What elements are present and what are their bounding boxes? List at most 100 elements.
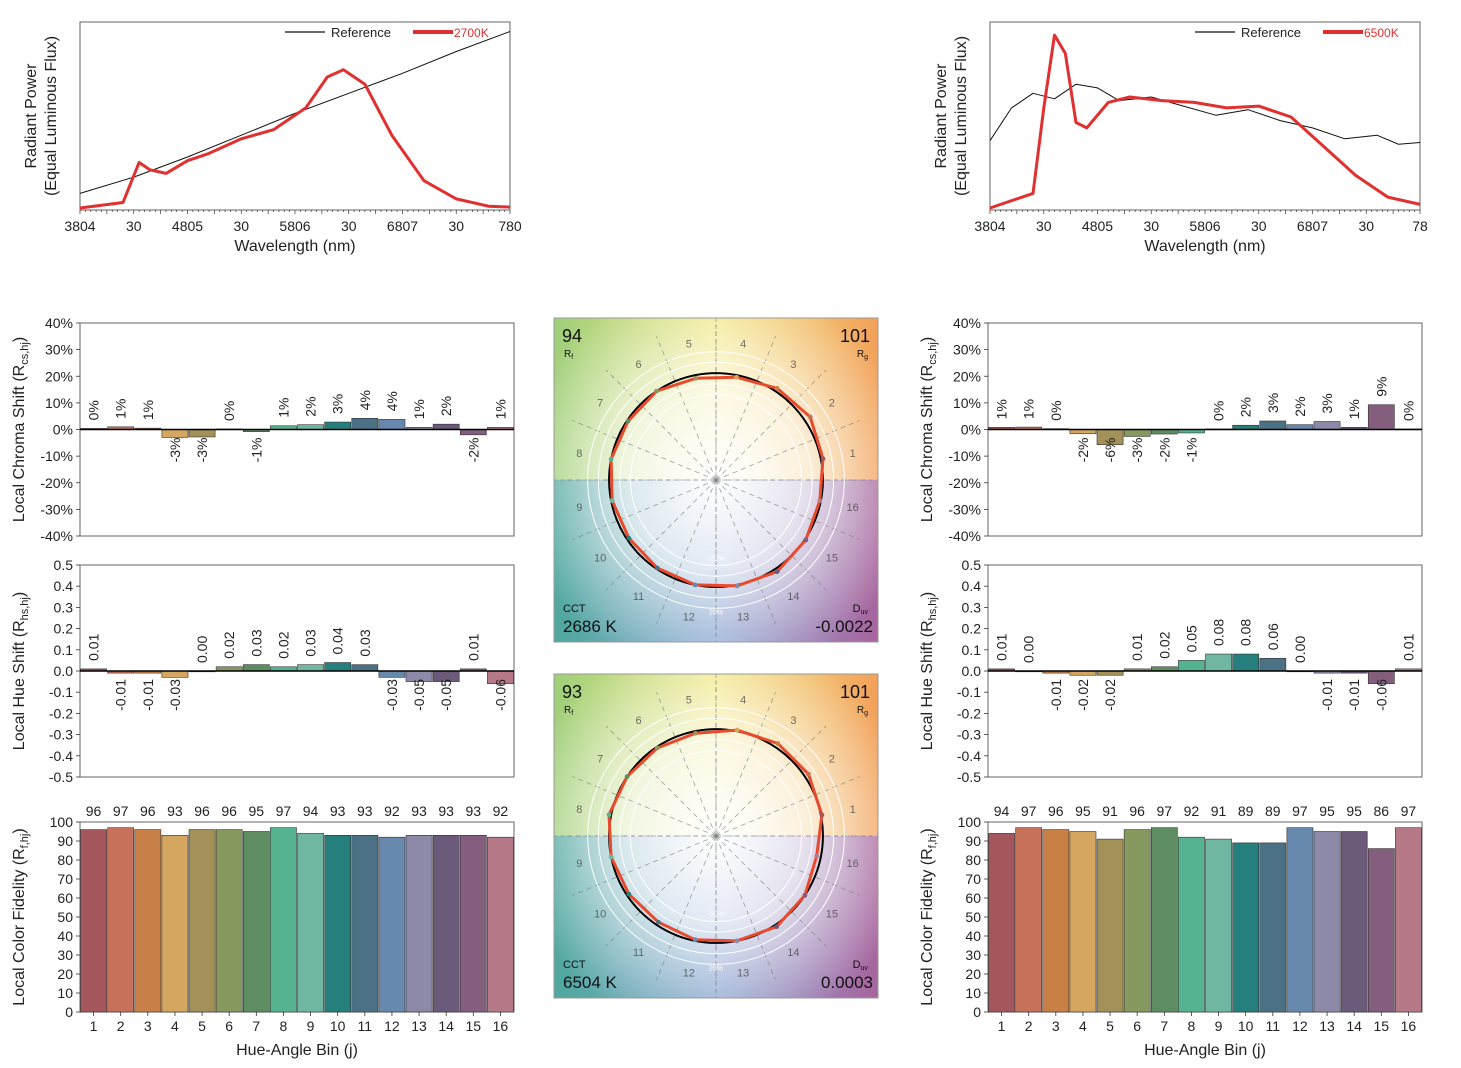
right-hue-value-label: 0.08	[1211, 619, 1227, 646]
vector_bottom-bin-spoke	[572, 776, 717, 837]
left-fid-ytick-label: 90	[57, 833, 73, 849]
left-spd-tick-label: 5806	[279, 218, 310, 234]
vector_top-bin-spoke	[605, 479, 717, 591]
left-spd-tick-label: 6807	[387, 218, 418, 234]
right-hue-value-label: 0.00	[1292, 636, 1308, 663]
vector_bottom-bin-spoke	[715, 835, 827, 947]
vector_bottom-rf-label: Rf	[564, 705, 573, 717]
left-chroma-value-label: 2%	[438, 396, 454, 416]
left-hue-value-label: 0.04	[330, 627, 346, 654]
right-fid-value-label: 97	[1292, 803, 1308, 819]
left-fid-value-label: 96	[194, 803, 210, 819]
vector_top-bin-number: 4	[740, 338, 746, 350]
right-bin-xlabel: Hue-Angle Bin (j)	[1144, 1042, 1266, 1059]
right-hue-value-label: 0.01	[1129, 633, 1145, 660]
left-bin-label: 7	[252, 1018, 260, 1034]
left-hue-ytick-label: -0.1	[49, 684, 73, 700]
right-hue-bar	[1259, 657, 1287, 672]
vector_bottom-duv-value: 0.0003	[821, 973, 873, 992]
left-bin-label: 14	[438, 1018, 454, 1034]
right-bin-label: 8	[1188, 1018, 1196, 1034]
right-hue-ylabel-main: Local Hue Shift (R	[919, 620, 936, 750]
vector_bottom-vector-arrow	[692, 937, 698, 943]
right-chroma-ytick-label: -20%	[948, 475, 981, 491]
right-hue-bar	[1178, 660, 1205, 672]
right-legend-test-label: 6500K	[1364, 26, 1399, 40]
left-hue-value-label: -0.06	[492, 679, 508, 711]
right-chroma-ytick-label: 0%	[961, 422, 981, 438]
vector_bottom-bin-number: 7	[597, 754, 603, 766]
vector_bottom-ring	[587, 707, 845, 965]
vector_top-ring	[619, 383, 813, 577]
vector_top-rf-label: Rf	[564, 349, 573, 361]
left-hue-value-label: 0.01	[465, 633, 481, 660]
left-chroma-bar	[188, 429, 216, 438]
left-hue-value-label: 0.02	[221, 631, 237, 658]
vector_top-bin-spoke	[715, 336, 776, 481]
right-fid-ytick-label: 10	[965, 985, 981, 1001]
vector_bottom-duv-label-main: D	[853, 959, 861, 971]
vector_top-rg-label-main: R	[857, 349, 864, 360]
right-spd-tick-label: 5806	[1189, 218, 1220, 234]
vector_bottom-bin-number: 11	[633, 947, 644, 959]
right-hue-ytick-label: -0.4	[957, 748, 981, 764]
right-chroma-value-label: 3%	[1319, 393, 1335, 413]
left-fid-value-label: 93	[466, 803, 482, 819]
right-chroma-value-label: 0%	[1211, 401, 1227, 421]
left-chroma-ytick-label: -20%	[40, 475, 73, 491]
left-hue-ytick-label: 0.3	[54, 599, 74, 615]
left-chroma-ytick-label: -40%	[40, 528, 73, 544]
left-hue-value-label: -0.05	[438, 679, 454, 711]
left-hue-bar	[351, 664, 379, 672]
vector_top-rg-label: Rg	[857, 349, 868, 361]
left-chroma-value-label: 1%	[275, 398, 291, 418]
right-fid-bar	[1313, 831, 1341, 1013]
left-bin-label: 11	[358, 1018, 373, 1034]
left-chroma-value-label: -3%	[167, 438, 183, 463]
right-bin-label: 15	[1374, 1018, 1390, 1034]
left-fid-bar	[378, 836, 406, 1013]
left-fid-value-label: 96	[86, 803, 102, 819]
vector_top-bin-spoke	[605, 369, 717, 481]
vector_bottom-vector-arrow	[802, 893, 808, 898]
vector_top-bin-number: 14	[787, 591, 799, 603]
right-bin-label: 10	[1238, 1018, 1254, 1034]
left-fid-ytick-label: 40	[57, 928, 73, 944]
left-spd-ylabel-2: (Equal Luminous Flux)	[43, 36, 60, 196]
vector_bottom-ring	[629, 749, 803, 923]
vector_bottom-vector-arrow	[734, 727, 740, 733]
right-bin-label: 4	[1079, 1018, 1087, 1034]
left-hue-value-label: 0.03	[357, 629, 373, 656]
left-spd-tick-label: 30	[126, 218, 142, 234]
right-chroma-value-label: 9%	[1373, 377, 1389, 397]
left-hue-value-label: -0.05	[411, 679, 427, 711]
right-chroma-bar	[1367, 404, 1395, 430]
left-fid-ytick-label: 60	[57, 890, 73, 906]
right-fid-ytick-label: 60	[965, 890, 981, 906]
left-fid-value-label: 94	[303, 803, 319, 819]
vector_top-duv-label: Duv	[853, 603, 869, 616]
vector_top-vector-arrow	[734, 583, 740, 589]
right-bin-label: 2	[1025, 1018, 1033, 1034]
vector_top-vector-arrow	[803, 537, 809, 543]
left-chroma-ytick-label: 30%	[45, 342, 73, 358]
left-fid-value-label: 93	[330, 803, 346, 819]
right-fid-value-label: 89	[1265, 803, 1281, 819]
left-hue-ylabel-sub: hs,hj	[19, 597, 31, 620]
vector_bottom-bin-spoke	[715, 835, 776, 980]
vector_top-bin-number: 7	[597, 398, 603, 410]
right-hue-ytick-label: -0.5	[957, 769, 981, 785]
vector_top-ring	[629, 393, 803, 567]
right-hue-ytick-label: 0.3	[962, 599, 982, 615]
left-hue-ylabel: Local Hue Shift (Rhs,hj)	[11, 592, 31, 750]
right-chroma-ytick-label: 20%	[953, 368, 981, 384]
vector_top-vector-arrow	[693, 375, 699, 381]
vector_bottom-bin-number: 3	[790, 715, 796, 727]
right-hue-ytick-label: -0.1	[957, 684, 981, 700]
vector_bottom-rg-value: 101	[840, 682, 870, 702]
right-chroma-value-label: -1%	[1183, 438, 1199, 463]
right-chroma-value-label: 1%	[994, 399, 1010, 419]
left-fid-bar	[297, 833, 324, 1013]
